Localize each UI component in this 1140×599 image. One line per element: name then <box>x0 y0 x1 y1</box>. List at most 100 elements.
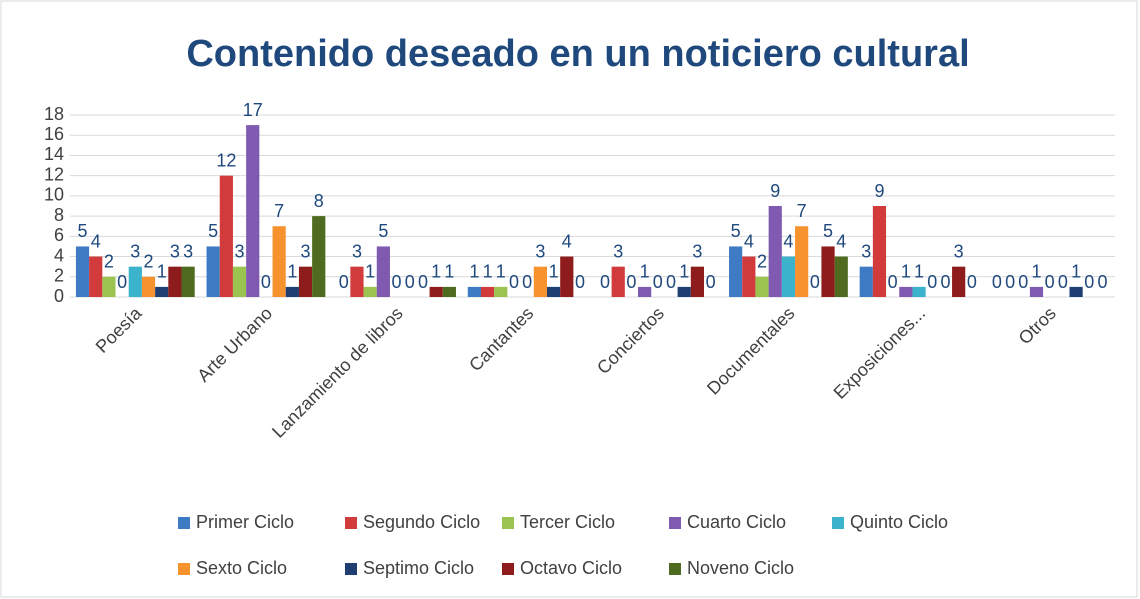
y-tick-label: 4 <box>54 245 64 265</box>
data-label: 1 <box>469 262 479 282</box>
bar <box>899 286 913 297</box>
bar <box>467 286 481 297</box>
data-label: 1 <box>914 262 924 282</box>
data-label: 0 <box>927 272 937 292</box>
bar <box>781 256 796 297</box>
bar <box>546 286 561 297</box>
data-label: 2 <box>144 252 154 272</box>
data-label: 0 <box>117 272 127 292</box>
data-label: 0 <box>1005 272 1015 292</box>
data-label: 0 <box>888 272 898 292</box>
y-tick-label: 14 <box>44 144 64 164</box>
bar <box>363 286 377 297</box>
chart-title: Contenido deseado en un noticiero cultur… <box>186 33 969 75</box>
data-label: 9 <box>874 181 884 201</box>
bar <box>560 256 574 297</box>
bar <box>206 246 220 297</box>
data-label: 0 <box>1058 272 1068 292</box>
data-label: 5 <box>208 221 218 241</box>
data-label: 0 <box>967 272 977 292</box>
data-label: 0 <box>600 272 610 292</box>
legend-label: Segundo Ciclo <box>363 512 480 532</box>
data-label: 7 <box>274 201 284 221</box>
bar <box>834 256 848 297</box>
bar <box>89 256 103 297</box>
bar <box>729 246 743 297</box>
data-label: 17 <box>243 100 263 120</box>
data-label: 1 <box>1071 262 1081 282</box>
bar <box>677 286 691 297</box>
data-label: 5 <box>378 221 388 241</box>
data-label: 0 <box>522 272 532 292</box>
bar <box>246 125 260 297</box>
data-label: 4 <box>91 231 101 251</box>
y-tick-label: 18 <box>44 104 64 124</box>
data-label: 4 <box>562 231 572 251</box>
bar <box>128 266 142 297</box>
data-label: 1 <box>496 262 506 282</box>
legend-swatch <box>178 517 190 529</box>
data-label: 3 <box>613 241 623 261</box>
bar <box>155 286 169 297</box>
bar <box>1029 286 1044 297</box>
bar <box>168 266 182 297</box>
data-label: 0 <box>575 272 585 292</box>
data-label: 0 <box>1018 272 1028 292</box>
data-label: 0 <box>1084 272 1094 292</box>
bar <box>821 246 835 297</box>
legend-label: Primer Ciclo <box>196 512 294 532</box>
data-label: 0 <box>626 272 636 292</box>
bar <box>232 266 247 297</box>
data-label: 3 <box>692 241 702 261</box>
data-label: 3 <box>170 241 180 261</box>
data-label: 0 <box>653 272 663 292</box>
data-label: 0 <box>418 272 428 292</box>
data-label: 1 <box>679 262 689 282</box>
legend-label: Tercer Ciclo <box>520 512 615 532</box>
y-tick-label: 6 <box>54 225 64 245</box>
bar <box>533 266 547 297</box>
data-label: 5 <box>731 221 741 241</box>
data-label: 1 <box>1031 262 1041 282</box>
data-label: 0 <box>339 272 349 292</box>
data-label: 1 <box>901 262 911 282</box>
bar <box>690 266 705 297</box>
data-label: 5 <box>78 221 88 241</box>
y-tick-label: 2 <box>54 266 64 286</box>
legend-swatch <box>178 563 190 575</box>
data-label: 1 <box>483 262 493 282</box>
data-label: 2 <box>104 252 114 272</box>
bar <box>638 286 652 297</box>
data-label: 1 <box>549 262 559 282</box>
y-tick-label: 10 <box>44 185 64 205</box>
bar <box>429 286 443 297</box>
bar <box>859 266 873 297</box>
data-label: 0 <box>405 272 415 292</box>
bar <box>872 206 887 297</box>
data-label: 3 <box>235 241 245 261</box>
bar <box>312 216 326 297</box>
data-label: 0 <box>666 272 676 292</box>
bar <box>219 175 233 297</box>
bar <box>768 206 782 297</box>
bar <box>285 286 299 297</box>
legend-swatch <box>502 517 514 529</box>
data-label: 1 <box>157 262 167 282</box>
data-label: 1 <box>444 262 454 282</box>
data-label: 0 <box>1097 272 1107 292</box>
legend-label: Octavo Ciclo <box>520 558 622 578</box>
legend-label: Cuarto Ciclo <box>687 512 786 532</box>
data-label: 0 <box>992 272 1002 292</box>
legend-swatch <box>345 563 357 575</box>
bar <box>912 286 926 297</box>
legend-swatch <box>669 563 681 575</box>
data-label: 3 <box>535 241 545 261</box>
y-tick-label: 12 <box>44 164 64 184</box>
legend-label: Sexto Ciclo <box>196 558 287 578</box>
data-label: 1 <box>365 262 375 282</box>
bar <box>742 256 756 297</box>
data-label: 4 <box>836 231 846 251</box>
legend-label: Septimo Ciclo <box>363 558 474 578</box>
data-label: 7 <box>797 201 807 221</box>
